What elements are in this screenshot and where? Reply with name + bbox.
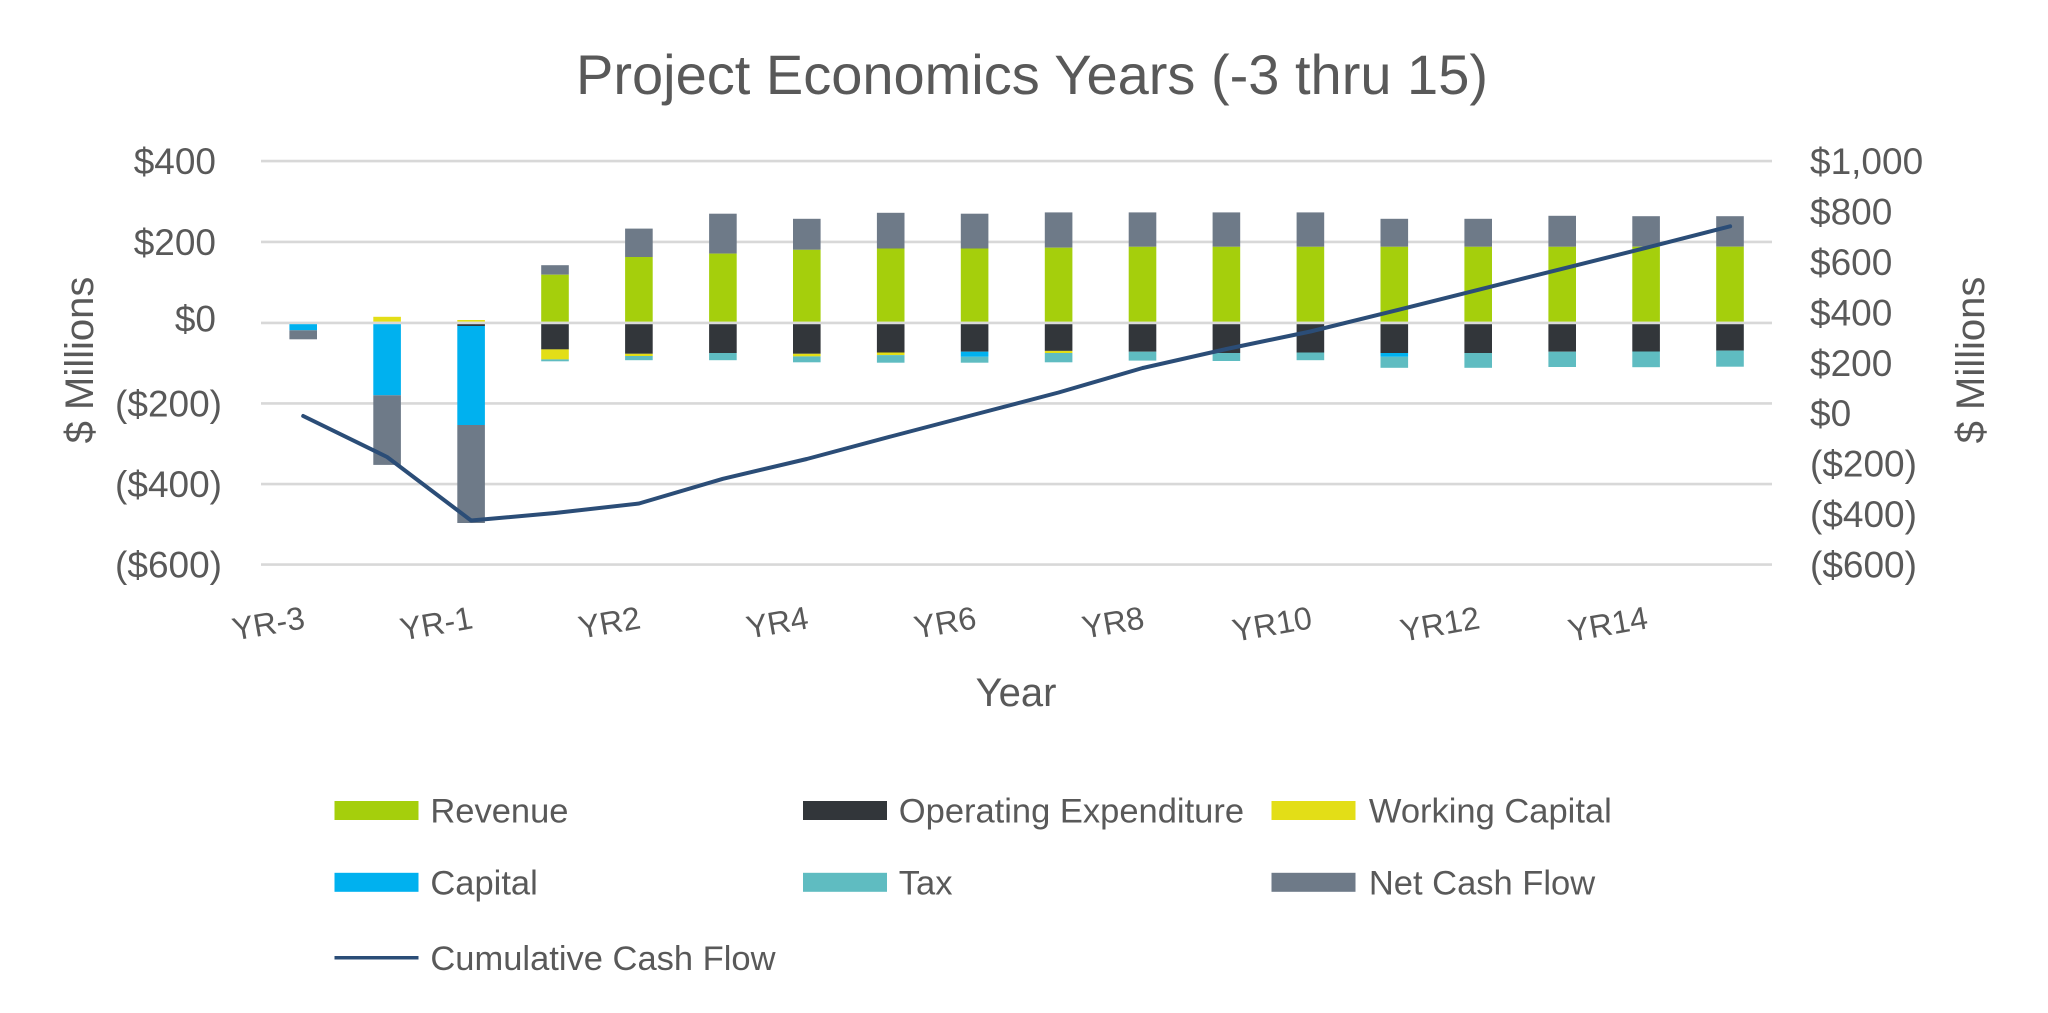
svg-text:Revenue: Revenue xyxy=(430,793,568,831)
svg-text:$1,000: $1,000 xyxy=(1810,141,1923,182)
svg-text:($600): ($600) xyxy=(115,545,222,586)
svg-text:$400: $400 xyxy=(1810,292,1892,333)
svg-text:($200): ($200) xyxy=(115,383,222,424)
svg-text:($600): ($600) xyxy=(1810,545,1917,586)
svg-text:($200): ($200) xyxy=(1810,444,1917,485)
svg-text:$600: $600 xyxy=(1810,242,1892,283)
svg-text:Year: Year xyxy=(976,671,1057,715)
svg-text:$0: $0 xyxy=(175,299,216,340)
svg-text:Net Cash Flow: Net Cash Flow xyxy=(1369,864,1595,902)
svg-text:$800: $800 xyxy=(1810,191,1892,232)
svg-text:Working Capital: Working Capital xyxy=(1369,793,1612,831)
svg-text:$ Millions: $ Millions xyxy=(1949,277,1993,444)
svg-text:Project Economics Years (-3 th: Project Economics Years (-3 thru 15) xyxy=(576,43,1488,106)
svg-text:$400: $400 xyxy=(134,141,216,182)
svg-text:$ Millions: $ Millions xyxy=(58,277,102,444)
svg-text:$0: $0 xyxy=(1810,393,1851,434)
svg-text:Capital: Capital xyxy=(430,864,537,902)
svg-text:$200: $200 xyxy=(134,222,216,263)
svg-text:Tax: Tax xyxy=(899,864,953,902)
svg-text:($400): ($400) xyxy=(1810,494,1917,535)
svg-text:Operating Expenditure: Operating Expenditure xyxy=(899,793,1244,831)
svg-text:($400): ($400) xyxy=(115,464,222,505)
svg-text:Cumulative Cash Flow: Cumulative Cash Flow xyxy=(430,940,775,978)
svg-text:$200: $200 xyxy=(1810,343,1892,384)
